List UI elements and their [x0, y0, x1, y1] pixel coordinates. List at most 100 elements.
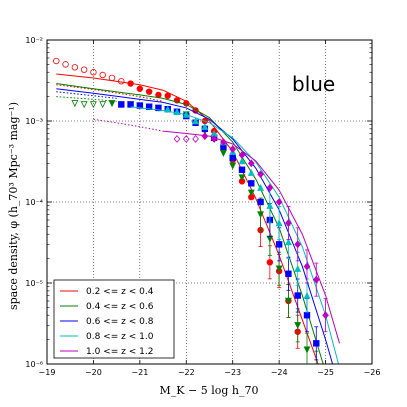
ticks: −19 −20 −21 −22 −23 −24 −25 −26 10⁻⁶ 10⁻⁵ 10⁻⁴ 10⁻³…: [25, 36, 380, 377]
y-tick-label: 10⁻³: [25, 117, 43, 126]
data-point: [294, 292, 301, 299]
data-point: [220, 138, 227, 146]
data-point: [90, 69, 97, 76]
x-tick-label: −23: [224, 368, 241, 377]
series-fit-line: [56, 83, 324, 364]
y-tick-label: 10⁻⁴: [25, 198, 43, 207]
data-point: [173, 135, 181, 143]
data-point: [238, 151, 246, 159]
y-tick-label: 10⁻⁶: [25, 360, 43, 369]
x-axis-label: M_K − 5 log h_70: [160, 384, 259, 397]
data-point: [201, 132, 209, 141]
data-point: [266, 202, 274, 209]
series-dotted-line: [93, 118, 164, 132]
series-dotted-line: [56, 96, 117, 102]
data-point: [173, 108, 181, 115]
x-tick-label: −22: [178, 368, 195, 377]
data-point: [99, 71, 106, 79]
data-point: [80, 66, 88, 73]
data-point: [285, 270, 292, 277]
data-point: [275, 241, 283, 248]
data-point: [145, 88, 153, 95]
data-point: [247, 189, 255, 197]
data-point: [303, 262, 311, 271]
data-point: [257, 184, 265, 191]
data-point: [275, 265, 283, 273]
data-point: [275, 219, 283, 227]
data-point: [284, 297, 292, 305]
data-point: [257, 211, 265, 219]
legend-label: 1.0 <= z < 1.2: [86, 347, 153, 357]
data-point: [155, 104, 162, 112]
data-point: [266, 235, 274, 243]
data-point: [136, 102, 144, 109]
data-point: [284, 238, 292, 246]
data-point: [229, 145, 237, 154]
data-point: [71, 64, 79, 71]
data-point: [303, 346, 311, 354]
data-point: [303, 312, 311, 319]
legend-box: [53, 279, 175, 359]
data-point: [192, 117, 200, 125]
data-point: [238, 174, 246, 182]
data-point: [257, 170, 264, 179]
data-point: [266, 259, 274, 266]
data-point: [219, 150, 227, 157]
data-point: [145, 103, 153, 110]
legend-label: 0.8 <= z < 1.0: [86, 332, 154, 342]
data-point: [238, 166, 246, 173]
data-point: [62, 61, 69, 68]
data-point: [108, 74, 116, 82]
data-point: [266, 183, 274, 192]
data-point: [118, 101, 125, 108]
panel-label: blue: [292, 72, 335, 96]
data-point: [136, 85, 144, 92]
data-point: [155, 91, 162, 99]
data-point: [89, 101, 97, 109]
y-tick-label: 10⁻⁵: [25, 279, 43, 288]
data-point: [247, 169, 255, 176]
series-4: [130, 105, 340, 364]
series-fit-line: [130, 106, 340, 364]
data-point: [285, 219, 292, 227]
data-point: [257, 198, 264, 206]
data-point: [312, 275, 320, 284]
series-fit-line: [163, 130, 340, 344]
series-5: [93, 118, 340, 344]
series-layer: [53, 57, 340, 364]
data-point: [275, 198, 283, 206]
legend-label: 0.6 <= z < 0.8: [86, 317, 154, 327]
data-point: [118, 77, 125, 85]
y-tick-label: 10⁻²: [25, 36, 43, 45]
data-point: [53, 57, 60, 65]
data-point: [71, 100, 79, 108]
data-point: [303, 291, 311, 299]
x-tick-label: −21: [131, 368, 148, 377]
series-dotted-line: [56, 91, 117, 99]
data-point: [164, 105, 172, 113]
legend-label: 0.4 <= z < 0.6: [86, 302, 154, 312]
x-tick-label: −19: [39, 368, 56, 377]
legend: 0.2 <= z < 0.4 0.4 <= z < 0.6 0.6 <= z < 0…: [53, 279, 175, 359]
data-point: [294, 265, 302, 272]
data-point: [247, 159, 255, 168]
data-point: [182, 135, 190, 143]
data-point: [182, 110, 190, 118]
data-point: [201, 123, 209, 130]
legend-label: 0.2 <= z < 0.4: [86, 287, 154, 297]
x-tick-label: −24: [271, 368, 288, 377]
data-point: [210, 135, 218, 143]
data-point: [99, 101, 107, 109]
data-point: [127, 101, 134, 108]
data-point: [248, 180, 255, 187]
x-tick-label: −26: [364, 368, 381, 377]
data-point: [229, 154, 236, 162]
data-point: [313, 340, 320, 347]
data-point: [127, 80, 134, 87]
data-point: [164, 92, 171, 99]
x-tick-label: −20: [85, 368, 102, 377]
data-point: [229, 162, 237, 170]
y-axis-label: space density, φ (h_70³ Mpc⁻³ mag⁻¹): [7, 102, 20, 310]
